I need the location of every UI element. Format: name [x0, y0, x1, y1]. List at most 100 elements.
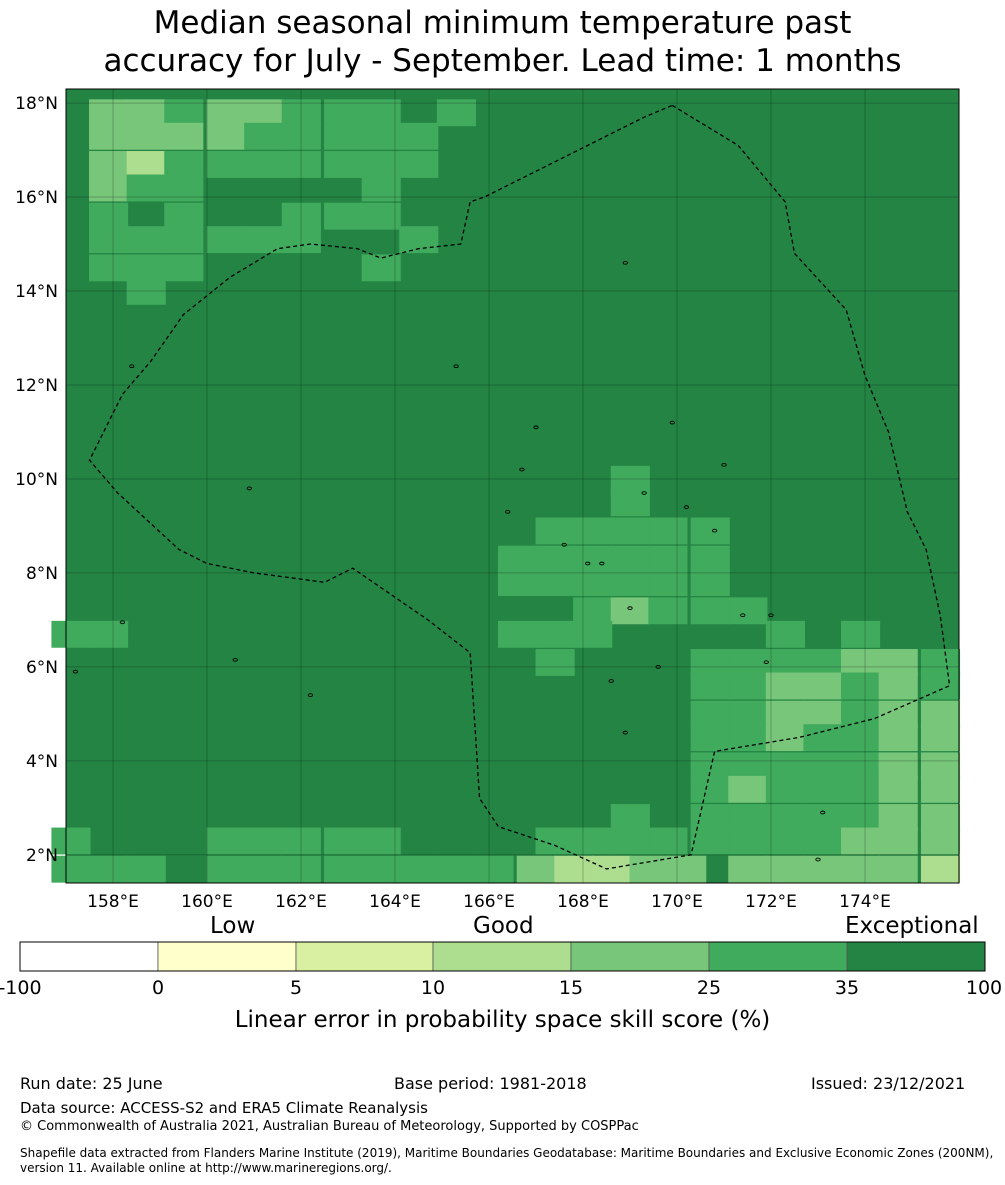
skill-cell [841, 827, 881, 855]
island-outline [533, 425, 539, 430]
skill-cell [573, 517, 613, 545]
colorbar-tick: 15 [558, 977, 584, 999]
skill-cell [765, 855, 805, 883]
colorbar-segment [708, 941, 848, 972]
colorbar [19, 941, 986, 972]
skill-cell [324, 202, 364, 230]
skill-cell [690, 827, 730, 855]
lat-tick-label: 2°N [26, 846, 58, 866]
skill-cell [126, 99, 166, 127]
island-outline [453, 364, 459, 369]
lat-tick-label: 8°N [26, 564, 58, 584]
skill-cell [516, 855, 556, 883]
skill-cell [497, 569, 538, 597]
skill-cell [728, 649, 768, 676]
lat-tick-label: 16°N [15, 188, 58, 208]
skill-cell [126, 855, 166, 883]
title-line-2: accuracy for July - September. Lead time… [103, 43, 902, 79]
skill-cell [841, 775, 881, 803]
colorbar-segment [157, 941, 297, 972]
island-outline [599, 561, 605, 566]
skill-cell [690, 649, 730, 676]
copyright: © Commonwealth of Australia 2021, Austra… [20, 1119, 639, 1134]
lat-tick-label: 6°N [26, 658, 58, 678]
skill-cell [920, 804, 961, 831]
skill-cell [610, 517, 650, 545]
skill-cell [164, 151, 204, 178]
skill-cell [878, 752, 918, 780]
skill-cell [535, 649, 575, 676]
skill-cell [878, 775, 918, 803]
skill-cell [648, 545, 688, 573]
skill-cell [920, 775, 961, 803]
skill-cell [728, 804, 768, 831]
skill-cell [841, 649, 881, 676]
islands [72, 260, 826, 862]
skill-cell [436, 855, 476, 883]
skill-cell [281, 855, 321, 883]
skill-cell [690, 775, 730, 803]
skill-cell [841, 855, 881, 883]
axis-labels: 158°E 160°E 162°E 164°E 166°E 168°E 170°E 172°E… [15, 94, 891, 912]
skill-cell [803, 827, 843, 855]
skill-cell [803, 775, 843, 803]
skill-cell [878, 700, 918, 728]
lon-tick-label: 162°E [275, 892, 327, 912]
skill-cell [89, 202, 129, 230]
eez-boundary [88, 104, 951, 870]
skill-cell [728, 855, 768, 883]
lon-tick-label: 166°E [463, 892, 515, 912]
island-outline [72, 669, 79, 674]
colorbar-tick: 10 [420, 977, 446, 999]
skill-cell [765, 827, 805, 855]
island-outline [683, 505, 690, 509]
skill-cell [361, 174, 401, 202]
skill-cell [535, 545, 575, 573]
colorbar-frame [19, 941, 986, 972]
skill-cell [610, 569, 650, 597]
skill-cell [89, 174, 129, 202]
skill-cell [803, 855, 843, 883]
island-outline [307, 693, 314, 697]
skill-cell [126, 226, 166, 254]
skill-cell [690, 804, 730, 831]
lon-tick-label: 160°E [181, 892, 233, 912]
skill-cell [206, 827, 246, 855]
colorbar-tick: 0 [151, 977, 165, 999]
lat-tick-label: 4°N [26, 752, 58, 772]
skill-cell [164, 226, 204, 254]
skill-cell [610, 545, 650, 573]
skill-cell [765, 700, 805, 728]
skill-cell [89, 620, 129, 648]
skill-cell [399, 122, 439, 150]
skill-cell [535, 517, 575, 545]
skill-cell [920, 724, 961, 752]
skill-cell [399, 151, 439, 178]
colorbar-tick: 35 [834, 977, 860, 999]
data-source: Data source: ACCESS-S2 and ERA5 Climate … [20, 1099, 428, 1117]
chart-title: Median seasonal minimum temperature past… [0, 4, 1005, 80]
skill-cell [728, 724, 768, 752]
island-outline [641, 491, 647, 495]
skill-cell [690, 517, 730, 545]
skill-cell [841, 724, 881, 752]
skill-cell [878, 827, 918, 855]
skill-cell [610, 804, 650, 831]
skill-cell [206, 855, 246, 883]
skill-cell [690, 672, 730, 700]
skill-cell [610, 597, 650, 625]
skill-cell [573, 620, 613, 648]
skill-cell [765, 672, 805, 700]
colorbar-category-exceptional: Exceptional [845, 913, 979, 939]
skill-cell [728, 752, 768, 780]
skill-cell [765, 775, 805, 803]
skill-cell [728, 700, 768, 728]
skill-cell [878, 855, 918, 883]
skill-cell [920, 752, 961, 780]
skill-cell [878, 724, 918, 752]
skill-cell [244, 827, 284, 855]
skill-cell [920, 700, 961, 728]
island-outline [669, 420, 675, 425]
skill-cell [361, 202, 401, 230]
island-outline [119, 620, 126, 625]
